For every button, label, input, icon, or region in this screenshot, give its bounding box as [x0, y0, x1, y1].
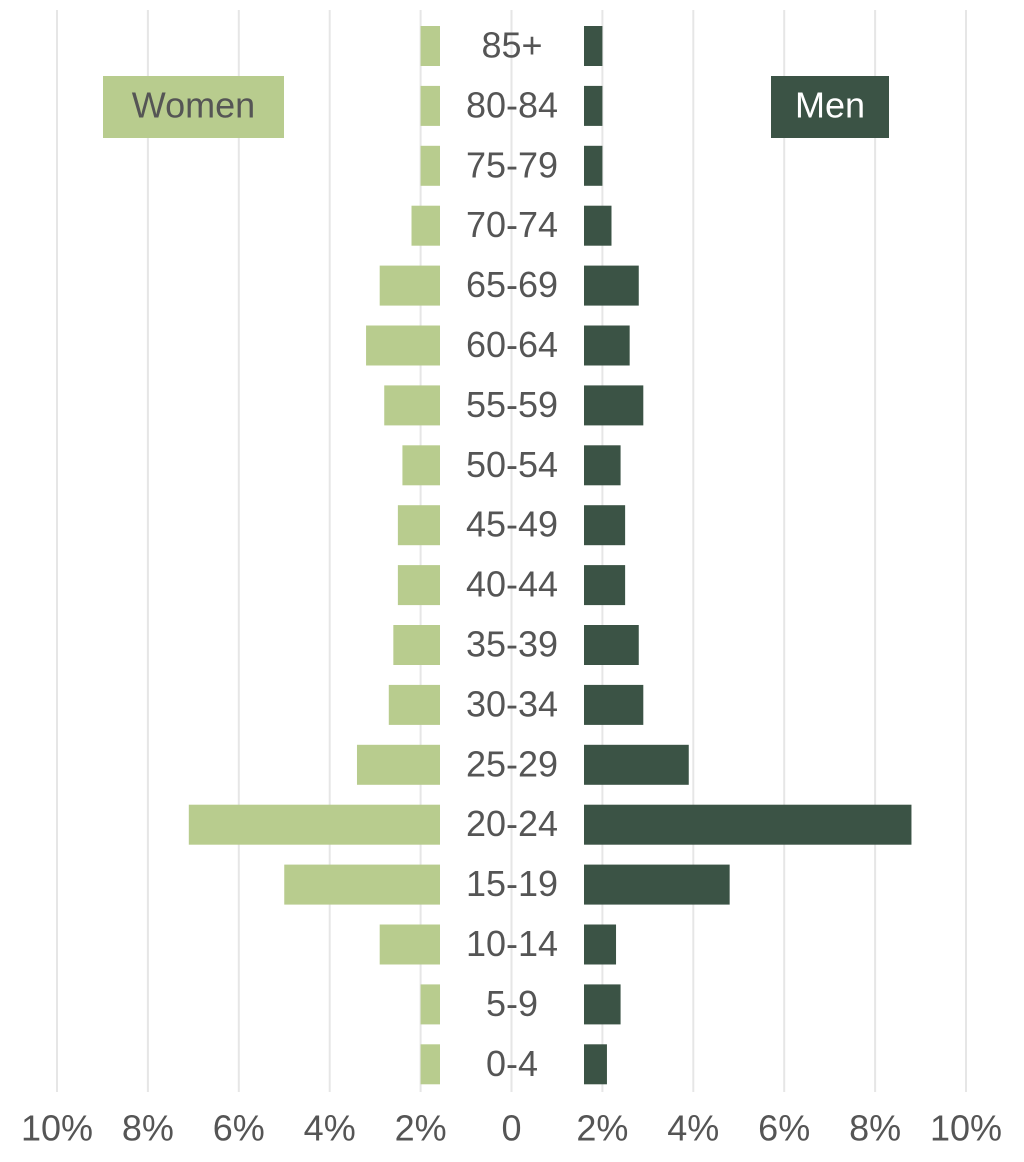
bar: [584, 744, 689, 785]
category-label: 55-59: [466, 384, 558, 425]
bar: [188, 804, 440, 845]
bar: [584, 205, 612, 246]
bar: [411, 205, 440, 246]
bar: [284, 864, 440, 905]
category-label: 30-34: [466, 683, 558, 724]
bar: [420, 1044, 440, 1085]
bar: [379, 265, 440, 306]
bar: [366, 325, 440, 366]
category-label: 35-39: [466, 624, 558, 665]
bar: [397, 505, 440, 546]
bar: [584, 85, 603, 126]
category-label: 85+: [481, 25, 542, 66]
bar: [584, 625, 639, 665]
bar: [584, 505, 626, 546]
bar: [397, 565, 440, 606]
bar: [420, 26, 440, 66]
x-tick-label: 8%: [849, 1108, 901, 1149]
bar: [584, 864, 730, 905]
x-tick-label: 0: [501, 1108, 521, 1149]
bar: [584, 385, 644, 426]
bar: [584, 26, 603, 66]
category-label: 70-74: [466, 204, 558, 245]
bar: [584, 145, 603, 186]
category-label: 80-84: [466, 84, 558, 125]
x-tick-label: 4%: [667, 1108, 719, 1149]
bar: [388, 684, 440, 725]
category-label: 10-14: [466, 923, 558, 964]
category-label: 40-44: [466, 564, 558, 605]
bar: [584, 565, 626, 606]
x-tick-label: 8%: [122, 1108, 174, 1149]
legend-swatch: [103, 76, 284, 138]
bar: [584, 924, 617, 965]
category-label: 15-19: [466, 863, 558, 904]
category-label: 45-49: [466, 504, 558, 545]
x-tick-label: 6%: [758, 1108, 810, 1149]
x-tick-label: 10%: [930, 1108, 1002, 1149]
bar: [384, 385, 440, 426]
bar: [584, 1044, 607, 1085]
category-label: 0-4: [486, 1043, 538, 1084]
category-label: 5-9: [486, 983, 538, 1024]
category-label: 75-79: [466, 144, 558, 185]
bar: [584, 445, 621, 486]
bar: [420, 145, 440, 186]
legend-label: Women: [132, 85, 255, 126]
bar: [420, 984, 440, 1025]
bar: [584, 804, 912, 845]
bar: [420, 85, 440, 126]
bar: [356, 744, 440, 785]
bar: [584, 684, 644, 725]
x-tick-label: 4%: [304, 1108, 356, 1149]
category-label: 25-29: [466, 743, 558, 784]
x-tick-label: 2%: [576, 1108, 628, 1149]
legend-swatch: [771, 76, 889, 138]
legend-label: Men: [795, 85, 865, 126]
bar: [584, 325, 630, 366]
category-label: 50-54: [466, 444, 558, 485]
category-label: 65-69: [466, 264, 558, 305]
bar: [402, 445, 440, 486]
category-label: 60-64: [466, 324, 558, 365]
bar: [584, 984, 621, 1025]
x-tick-label: 10%: [21, 1108, 93, 1149]
category-label: 20-24: [466, 803, 558, 844]
x-tick-label: 2%: [395, 1108, 447, 1149]
bar: [379, 924, 440, 965]
bar: [584, 265, 639, 306]
x-tick-label: 6%: [213, 1108, 265, 1149]
bar: [393, 625, 440, 665]
